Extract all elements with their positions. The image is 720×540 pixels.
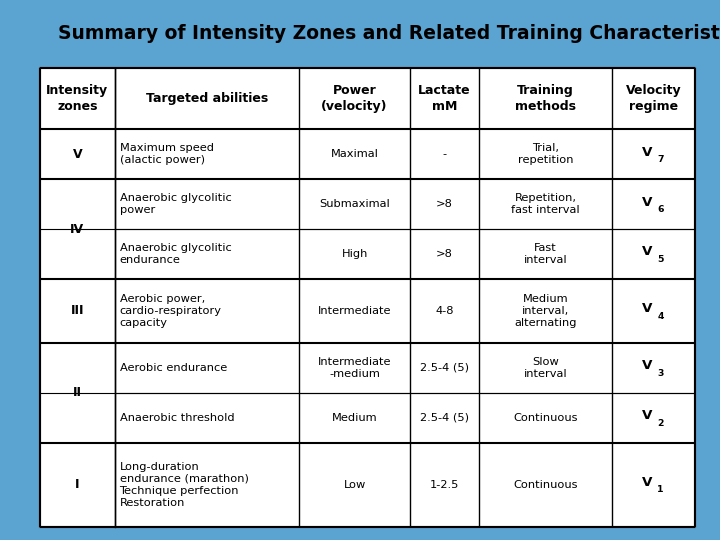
Text: Intermediate: Intermediate xyxy=(318,306,392,316)
Text: Submaximal: Submaximal xyxy=(319,199,390,209)
Text: 2.5-4 (5): 2.5-4 (5) xyxy=(420,413,469,423)
FancyBboxPatch shape xyxy=(40,68,695,526)
Text: 5: 5 xyxy=(657,255,664,264)
Text: V: V xyxy=(642,245,653,258)
Text: 6: 6 xyxy=(657,205,664,214)
Text: Intensity
zones: Intensity zones xyxy=(46,84,109,113)
Text: Training
methods: Training methods xyxy=(515,84,576,113)
Text: V: V xyxy=(642,302,653,315)
Text: I: I xyxy=(75,478,80,491)
Text: Fast
interval: Fast interval xyxy=(523,243,567,265)
Text: Anaerobic glycolitic
power: Anaerobic glycolitic power xyxy=(120,193,231,215)
Text: Maximum speed
(alactic power): Maximum speed (alactic power) xyxy=(120,144,214,165)
Text: 7: 7 xyxy=(657,156,664,164)
Text: Medium
interval,
alternating: Medium interval, alternating xyxy=(514,294,577,328)
Text: III: III xyxy=(71,305,84,318)
Text: V: V xyxy=(73,148,82,161)
Text: Low: Low xyxy=(343,480,366,490)
Text: Repetition,
fast interval: Repetition, fast interval xyxy=(511,193,580,215)
Text: V: V xyxy=(642,476,653,489)
Text: Anaerobic glycolitic
endurance: Anaerobic glycolitic endurance xyxy=(120,243,231,265)
Text: Aerobic endurance: Aerobic endurance xyxy=(120,363,227,373)
Text: Aerobic power,
cardio-respiratory
capacity: Aerobic power, cardio-respiratory capaci… xyxy=(120,294,222,328)
Text: 2.5-4 (5): 2.5-4 (5) xyxy=(420,363,469,373)
Text: Summary of Intensity Zones and Related Training Characteristics: Summary of Intensity Zones and Related T… xyxy=(58,24,720,43)
Text: V: V xyxy=(642,146,653,159)
Text: Lactate
mM: Lactate mM xyxy=(418,84,471,113)
Text: Maximal: Maximal xyxy=(330,150,379,159)
Text: -: - xyxy=(443,150,446,159)
Text: 2: 2 xyxy=(657,418,664,428)
Text: Continuous: Continuous xyxy=(513,413,577,423)
Text: 1-2.5: 1-2.5 xyxy=(430,480,459,490)
Text: 4: 4 xyxy=(657,312,664,321)
Text: 3: 3 xyxy=(657,369,664,377)
Text: Intermediate
-medium: Intermediate -medium xyxy=(318,357,392,379)
Text: >8: >8 xyxy=(436,249,453,259)
Text: 4-8: 4-8 xyxy=(436,306,454,316)
Text: V: V xyxy=(642,195,653,208)
Text: II: II xyxy=(73,386,82,399)
Text: Power
(velocity): Power (velocity) xyxy=(321,84,388,113)
Text: Velocity
regime: Velocity regime xyxy=(626,84,681,113)
Text: Trial,
repetition: Trial, repetition xyxy=(518,144,573,165)
Text: Long-duration
endurance (marathon)
Technique perfection
Restoration: Long-duration endurance (marathon) Techn… xyxy=(120,462,248,508)
Text: Slow
interval: Slow interval xyxy=(523,357,567,379)
Text: Medium: Medium xyxy=(332,413,377,423)
Text: V: V xyxy=(642,409,653,422)
Text: IV: IV xyxy=(71,222,84,235)
Text: Continuous: Continuous xyxy=(513,480,577,490)
Text: 1: 1 xyxy=(657,485,664,495)
Text: Targeted abilities: Targeted abilities xyxy=(146,92,268,105)
Text: >8: >8 xyxy=(436,199,453,209)
Text: V: V xyxy=(642,359,653,372)
Text: Anaerobic threshold: Anaerobic threshold xyxy=(120,413,234,423)
Text: High: High xyxy=(341,249,368,259)
